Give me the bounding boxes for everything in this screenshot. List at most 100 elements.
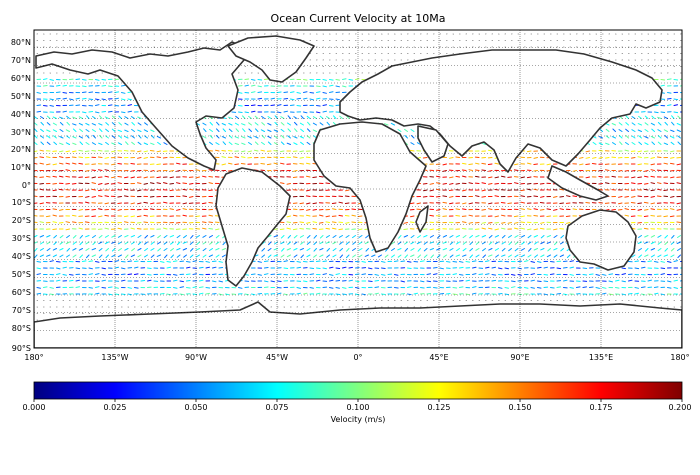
velocity-arrow [47, 176, 51, 177]
velocity-arrow [352, 222, 356, 223]
velocity-arrow [99, 170, 103, 171]
velocity-arrow [332, 203, 336, 204]
velocity-arrow [671, 158, 675, 159]
velocity-arrow [118, 177, 122, 178]
velocity-arrow [57, 262, 61, 263]
velocity-arrow [671, 163, 675, 164]
velocity-arrow [410, 150, 414, 151]
velocity-arrow [443, 196, 447, 197]
velocity-arrow [476, 176, 480, 177]
velocity-arrow [228, 171, 232, 172]
velocity-arrow [307, 223, 311, 224]
velocity-arrow [661, 112, 665, 113]
velocity-arrow [583, 275, 587, 276]
velocity-arrow [635, 268, 639, 269]
velocity-arrow [560, 189, 564, 190]
velocity-arrow [661, 268, 665, 269]
velocity-arrow [557, 268, 561, 269]
velocity-arrow [265, 261, 269, 262]
velocity-arrow [89, 288, 93, 289]
velocity-arrow [629, 294, 633, 295]
velocity-arrow [512, 275, 516, 276]
colorbar-tick-label: 0.100 [347, 403, 370, 412]
velocity-arrow [102, 268, 106, 269]
velocity-arrow [157, 177, 161, 178]
velocity-arrow [293, 229, 297, 230]
velocity-arrow [92, 189, 96, 190]
velocity-arrow [70, 275, 74, 276]
velocity-arrow [122, 85, 126, 86]
velocity-arrow [427, 294, 431, 295]
velocity-arrow [76, 105, 80, 106]
velocity-arrow [644, 202, 648, 203]
velocity-arrow [271, 105, 275, 106]
velocity-arrow [330, 92, 334, 93]
velocity-arrow [150, 151, 154, 152]
velocity-arrow [252, 105, 256, 106]
velocity-arrow [150, 197, 154, 198]
velocity-arrow [645, 176, 649, 177]
velocity-arrow [151, 209, 155, 210]
velocity-arrow [115, 288, 119, 289]
lon-label: 135°E [589, 353, 613, 362]
velocity-arrow [291, 99, 295, 100]
velocity-arrow [202, 203, 206, 204]
velocity-arrow [66, 170, 70, 171]
velocity-arrow [60, 176, 64, 177]
velocity-arrow [239, 112, 243, 113]
velocity-arrow [310, 268, 314, 269]
velocity-arrow [86, 190, 90, 191]
velocity-arrow [382, 294, 386, 295]
velocity-arrow [187, 281, 191, 282]
velocity-arrow [544, 281, 548, 282]
lat-label: 80°S [12, 324, 31, 333]
velocity-arrow [375, 287, 379, 288]
velocity-arrow [96, 293, 100, 294]
velocity-arrow [453, 274, 457, 275]
velocity-arrow [356, 274, 360, 275]
velocity-arrow [677, 203, 681, 204]
velocity-arrow [501, 203, 505, 204]
velocity-arrow [408, 268, 412, 269]
velocity-arrow [284, 261, 288, 262]
velocity-arrow [137, 216, 141, 217]
velocity-arrow [577, 287, 581, 288]
velocity-arrow [482, 163, 486, 164]
lon-label: 45°W [266, 353, 288, 362]
velocity-arrow [118, 228, 122, 229]
velocity-arrow [148, 268, 152, 269]
velocity-arrow [521, 216, 525, 217]
velocity-arrow [317, 106, 321, 107]
velocity-arrow [53, 164, 57, 165]
velocity-arrow [138, 151, 142, 152]
velocity-arrow [307, 163, 311, 164]
velocity-arrow [534, 216, 538, 217]
colorbar-tick-labels: 0.000 0.025 0.050 0.075 0.100 0.125 0.15… [23, 403, 692, 412]
velocity-arrow [281, 183, 285, 184]
velocity-arrow [57, 85, 61, 86]
velocity-arrow [131, 216, 135, 217]
velocity-arrow [677, 222, 681, 223]
velocity-arrow [50, 106, 54, 107]
velocity-arrow [488, 164, 492, 165]
lon-label: 135°W [101, 353, 128, 362]
velocity-arrow [183, 183, 187, 184]
velocity-arrow [408, 294, 412, 295]
velocity-arrow [135, 288, 139, 289]
velocity-arrow [222, 151, 226, 152]
velocity-arrow [89, 274, 93, 275]
velocity-arrow [79, 150, 83, 151]
velocity-arrow [297, 98, 301, 99]
velocity-arrow [362, 262, 366, 263]
velocity-arrow [434, 274, 438, 275]
velocity-arrow [538, 267, 542, 268]
lat-label: 60°N [11, 74, 31, 83]
velocity-arrow [109, 92, 113, 93]
velocity-arrow [599, 184, 603, 185]
velocity-arrow [278, 92, 282, 93]
velocity-arrow [85, 151, 89, 152]
velocity-arrow [475, 170, 479, 171]
velocity-arrow [570, 261, 574, 262]
velocity-arrow [99, 190, 103, 191]
